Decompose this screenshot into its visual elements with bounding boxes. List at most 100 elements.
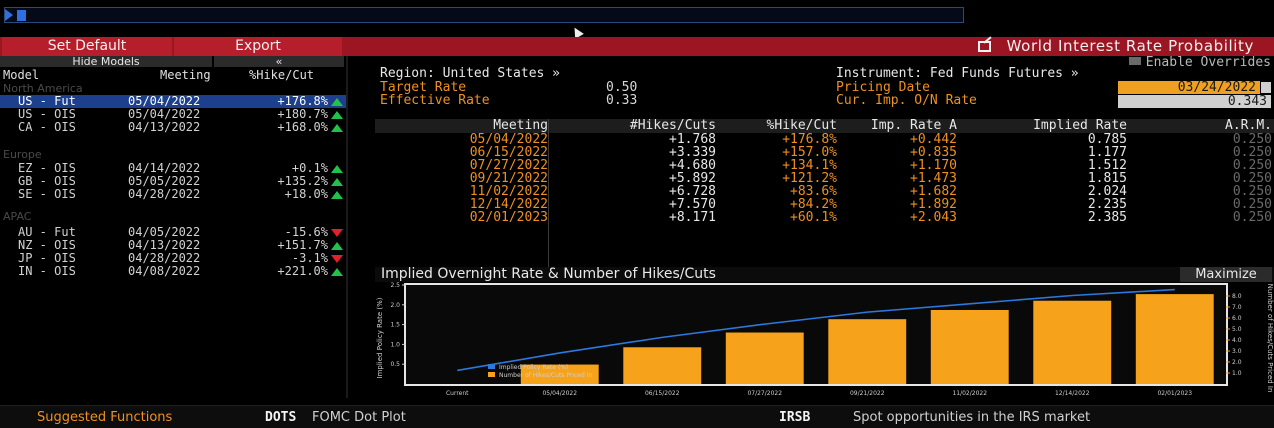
table-row[interactable]: 11/02/2022 +6.728 +83.6% +1.682 2.024 0.… — [375, 185, 1274, 198]
col-header-arm[interactable]: A.R.M. — [1225, 118, 1272, 133]
instrument-selector[interactable]: Instrument: Fed Funds Futures » — [836, 66, 1079, 81]
group-label: APAC — [3, 210, 32, 223]
cell-imp-rate: +2.043 — [910, 210, 957, 225]
y-axis-label: Implied Policy Rate (%) — [376, 297, 384, 378]
set-default-button[interactable]: Set Default — [2, 37, 172, 56]
cell-arm: 0.250 — [1232, 158, 1272, 173]
cell-pct: +83.6% — [790, 184, 837, 199]
model-meeting: 05/04/2022 — [128, 94, 201, 108]
model-name: NZ - OIS — [18, 238, 76, 252]
model-name: AU - Fut — [18, 225, 76, 239]
model-row-ez-ois[interactable]: EZ - OIS 04/14/2022 +0.1% — [0, 162, 346, 175]
cell-hikes: +7.570 — [669, 197, 716, 212]
model-pct: +176.8% — [277, 94, 328, 108]
y2-tick-label: 8.0 — [1232, 293, 1242, 300]
model-row-ca-ois[interactable]: CA - OIS 04/13/2022 +168.0% — [0, 121, 346, 134]
model-row-gb-ois[interactable]: GB - OIS 05/05/2022 +135.2% — [0, 175, 346, 188]
enable-overrides-toggle[interactable]: Enable Overrides — [1128, 56, 1271, 70]
pricing-date-input[interactable]: 03/24/2022 — [1118, 81, 1260, 94]
model-name: IN - OIS — [18, 264, 76, 278]
model-row-jp-ois[interactable]: JP - OIS 04/28/2022 -3.1% — [0, 252, 346, 265]
table-row[interactable]: 12/14/2022 +7.570 +84.2% +1.892 2.235 0.… — [375, 198, 1274, 211]
chart-title: Implied Overnight Rate & Number of Hikes… — [381, 266, 716, 282]
model-row-us-fut[interactable]: US - Fut 05/04/2022 +176.8% — [0, 95, 346, 108]
up-arrow-icon — [331, 98, 343, 106]
up-arrow-icon — [331, 242, 343, 250]
col-header-meeting[interactable]: Meeting — [160, 68, 211, 82]
y-tick-label: 1.0 — [390, 341, 400, 348]
legend-swatch-hikes — [488, 372, 495, 377]
chart-header: Implied Overnight Rate & Number of Hikes… — [375, 267, 1274, 282]
models-table-header: Model Meeting %Hike/Cut — [0, 68, 346, 82]
model-row-in-ois[interactable]: IN - OIS 04/08/2022 +221.0% — [0, 265, 346, 278]
checkbox-icon[interactable] — [1128, 57, 1141, 65]
irsb-function-link[interactable]: IRSB — [779, 410, 811, 425]
models-panel-buttons: Hide Models « — [0, 56, 346, 67]
irsb-function-desc[interactable]: Spot opportunities in the IRS market — [853, 410, 1091, 425]
cell-meeting: 07/27/2022 — [469, 158, 548, 173]
model-name: US - OIS — [18, 107, 76, 121]
cell-meeting: 06/15/2022 — [469, 145, 548, 160]
cell-arm: 0.250 — [1232, 132, 1272, 147]
model-meeting: 05/04/2022 — [128, 107, 201, 121]
col-header-imp-rate[interactable]: Imp. Rate A — [870, 118, 957, 133]
cell-arm: 0.250 — [1232, 197, 1272, 212]
col-header-hikes[interactable]: #Hikes/Cuts — [629, 118, 716, 133]
col-header-model[interactable]: Model — [3, 68, 40, 82]
col-header-pct[interactable]: %Hike/Cut — [766, 118, 837, 133]
hide-models-button[interactable]: Hide Models — [0, 56, 212, 67]
model-pct: -15.6% — [284, 225, 328, 239]
cell-meeting: 09/21/2022 — [469, 171, 548, 186]
dots-function-link[interactable]: DOTS — [265, 410, 297, 425]
model-row-au-fut[interactable]: AU - Fut 04/05/2022 -15.6% — [0, 226, 346, 239]
table-row[interactable]: 07/27/2022 +4.680 +134.1% +1.170 1.512 0… — [375, 159, 1274, 172]
rates-chart[interactable]: 0.5 1.0 1.5 2.0 2.5 1.0 2.0 3.0 4.0 5.0 6.0 7.0 8.0… — [368, 282, 1274, 398]
cell-pct: +157.0% — [782, 145, 837, 160]
cell-implied-rate: 2.235 — [1087, 197, 1127, 212]
table-row[interactable]: 05/04/2022 +1.768 +176.8% +0.442 0.785 0… — [375, 133, 1274, 146]
table-row[interactable]: 06/15/2022 +3.339 +157.0% +0.835 1.177 0… — [375, 146, 1274, 159]
y2-axis-label: Number of Hikes/Cuts Priced In — [1266, 284, 1274, 393]
col-header-pct[interactable]: %Hike/Cut — [249, 68, 315, 82]
collapse-panel-button[interactable]: « — [214, 56, 344, 67]
model-pct: +18.0% — [284, 187, 328, 201]
model-pct: +168.0% — [277, 120, 328, 134]
maximize-button[interactable]: Maximize — [1180, 267, 1272, 282]
model-row-nz-ois[interactable]: NZ - OIS 04/13/2022 +151.7% — [0, 239, 346, 252]
x-tick-label: 09/21/2022 — [850, 390, 885, 397]
export-button[interactable]: Export — [174, 37, 342, 56]
model-row-us-ois[interactable]: US - OIS 05/04/2022 +180.7% — [0, 108, 346, 121]
cell-imp-rate: +1.682 — [910, 184, 957, 199]
command-bar-area — [0, 0, 1274, 39]
table-row[interactable]: 02/01/2023 +8.171 +60.1% +2.043 2.385 0.… — [375, 211, 1274, 224]
effective-rate-label: Effective Rate — [380, 93, 490, 108]
calendar-icon[interactable] — [1261, 82, 1271, 93]
chart-legend: Implied Policy Rate (%) Number of Hikes/… — [488, 364, 592, 379]
model-meeting: 04/05/2022 — [128, 225, 201, 239]
popout-icon[interactable] — [977, 41, 991, 52]
model-name: EZ - OIS — [18, 161, 76, 175]
y-tick-label: 1.5 — [390, 322, 400, 329]
col-header-implied-rate[interactable]: Implied Rate — [1033, 118, 1127, 133]
hikes-bar — [1135, 294, 1214, 384]
table-header: Meeting #Hikes/Cuts %Hike/Cut Imp. Rate … — [375, 119, 1274, 133]
table-row[interactable]: 09/21/2022 +5.892 +121.2% +1.473 1.815 0… — [375, 172, 1274, 185]
cell-pct: +121.2% — [782, 171, 837, 186]
model-pct: +180.7% — [277, 107, 328, 121]
model-row-se-ois[interactable]: SE - OIS 04/28/2022 +18.0% — [0, 188, 346, 201]
effective-rate-value: 0.33 — [606, 93, 638, 108]
cell-meeting: 11/02/2022 — [469, 184, 548, 199]
col-header-meeting[interactable]: Meeting — [493, 118, 548, 133]
region-selector[interactable]: Region: United States » — [380, 66, 561, 81]
panel-divider[interactable] — [346, 56, 348, 398]
up-arrow-icon — [331, 178, 343, 186]
suggested-functions-label[interactable]: Suggested Functions — [37, 410, 173, 425]
cur-imp-rate-input[interactable]: 0.343 — [1118, 95, 1271, 108]
hikes-bar — [1033, 300, 1112, 384]
dots-function-desc[interactable]: FOMC Dot Plot — [312, 410, 406, 425]
model-pct: +221.0% — [277, 264, 328, 278]
cell-implied-rate: 2.024 — [1087, 184, 1127, 199]
command-line-input[interactable] — [4, 7, 964, 23]
suggested-functions-bar: Suggested Functions DOTS FOMC Dot Plot I… — [0, 405, 1274, 428]
cell-hikes: +1.768 — [669, 132, 716, 147]
